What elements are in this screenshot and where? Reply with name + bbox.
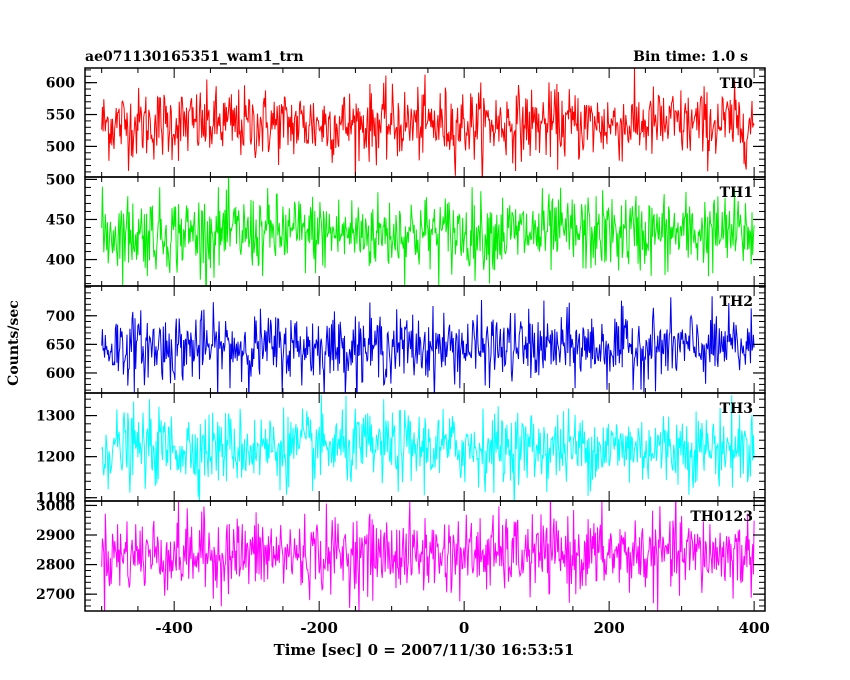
panels-group: 500 550 600 TH0 400 450 500 TH1 600 650 700 TH2 1100… — [36, 67, 766, 612]
x-tick-label: -200 — [300, 619, 338, 637]
series-label-th1: TH1 — [720, 185, 753, 201]
series-line-th2 — [101, 296, 755, 393]
panel-th1: 400 450 500 TH1 — [46, 172, 766, 287]
y-tick-label: 1200 — [36, 450, 75, 466]
y-tick-label: 400 — [46, 253, 75, 269]
series-line-th0 — [101, 68, 755, 177]
y-tick-label: 1100 — [36, 491, 75, 507]
x-tick-label: 0 — [459, 619, 469, 637]
y-tick-label: 500 — [46, 172, 75, 188]
series-line-th1 — [101, 177, 755, 286]
series-label-th3: TH3 — [720, 401, 753, 417]
panel-th0123: 2700 2800 2900 3000 TH0123 — [36, 498, 766, 612]
panel-frame — [84, 500, 766, 612]
panel-th0: 500 550 600 TH0 — [46, 67, 766, 178]
y-tick-label: 2800 — [36, 558, 75, 574]
series-label-th2: TH2 — [720, 294, 753, 310]
y-axis-label: Counts/sec — [6, 300, 22, 386]
y-tick-label: 3000 — [36, 498, 75, 514]
x-tick-label: 400 — [738, 619, 769, 637]
y-tick-label: 500 — [46, 139, 75, 155]
y-tick-label: 1300 — [36, 409, 75, 425]
series-label-th0123: TH0123 — [690, 509, 753, 525]
series-line-th0123 — [101, 501, 755, 611]
x-tick-label: -400 — [155, 619, 193, 637]
y-tick-label: 2700 — [36, 587, 75, 603]
y-tick-label: 600 — [46, 366, 75, 382]
x-tick-label: 200 — [593, 619, 624, 637]
y-tick-label: 2900 — [36, 528, 75, 544]
y-tick-label: 600 — [46, 76, 75, 92]
bin-time-label: Bin time: 1.0 s — [633, 49, 748, 65]
x-axis-label: Time [sec] 0 = 2007/11/30 16:53:51 — [274, 641, 575, 659]
y-tick-label: 700 — [46, 309, 75, 325]
y-tick-label: 450 — [46, 212, 75, 228]
y-tick-label: 650 — [46, 337, 75, 353]
x-axis: -400 -200 0 200 400 — [155, 619, 769, 637]
series-line-th3 — [101, 394, 755, 501]
panel-th3: 1100 1200 1300 TH3 — [36, 392, 766, 507]
plot-title: ae071130165351_wam1_trn — [85, 49, 304, 65]
series-label-th0: TH0 — [720, 76, 754, 92]
y-tick-label: 550 — [46, 108, 75, 124]
